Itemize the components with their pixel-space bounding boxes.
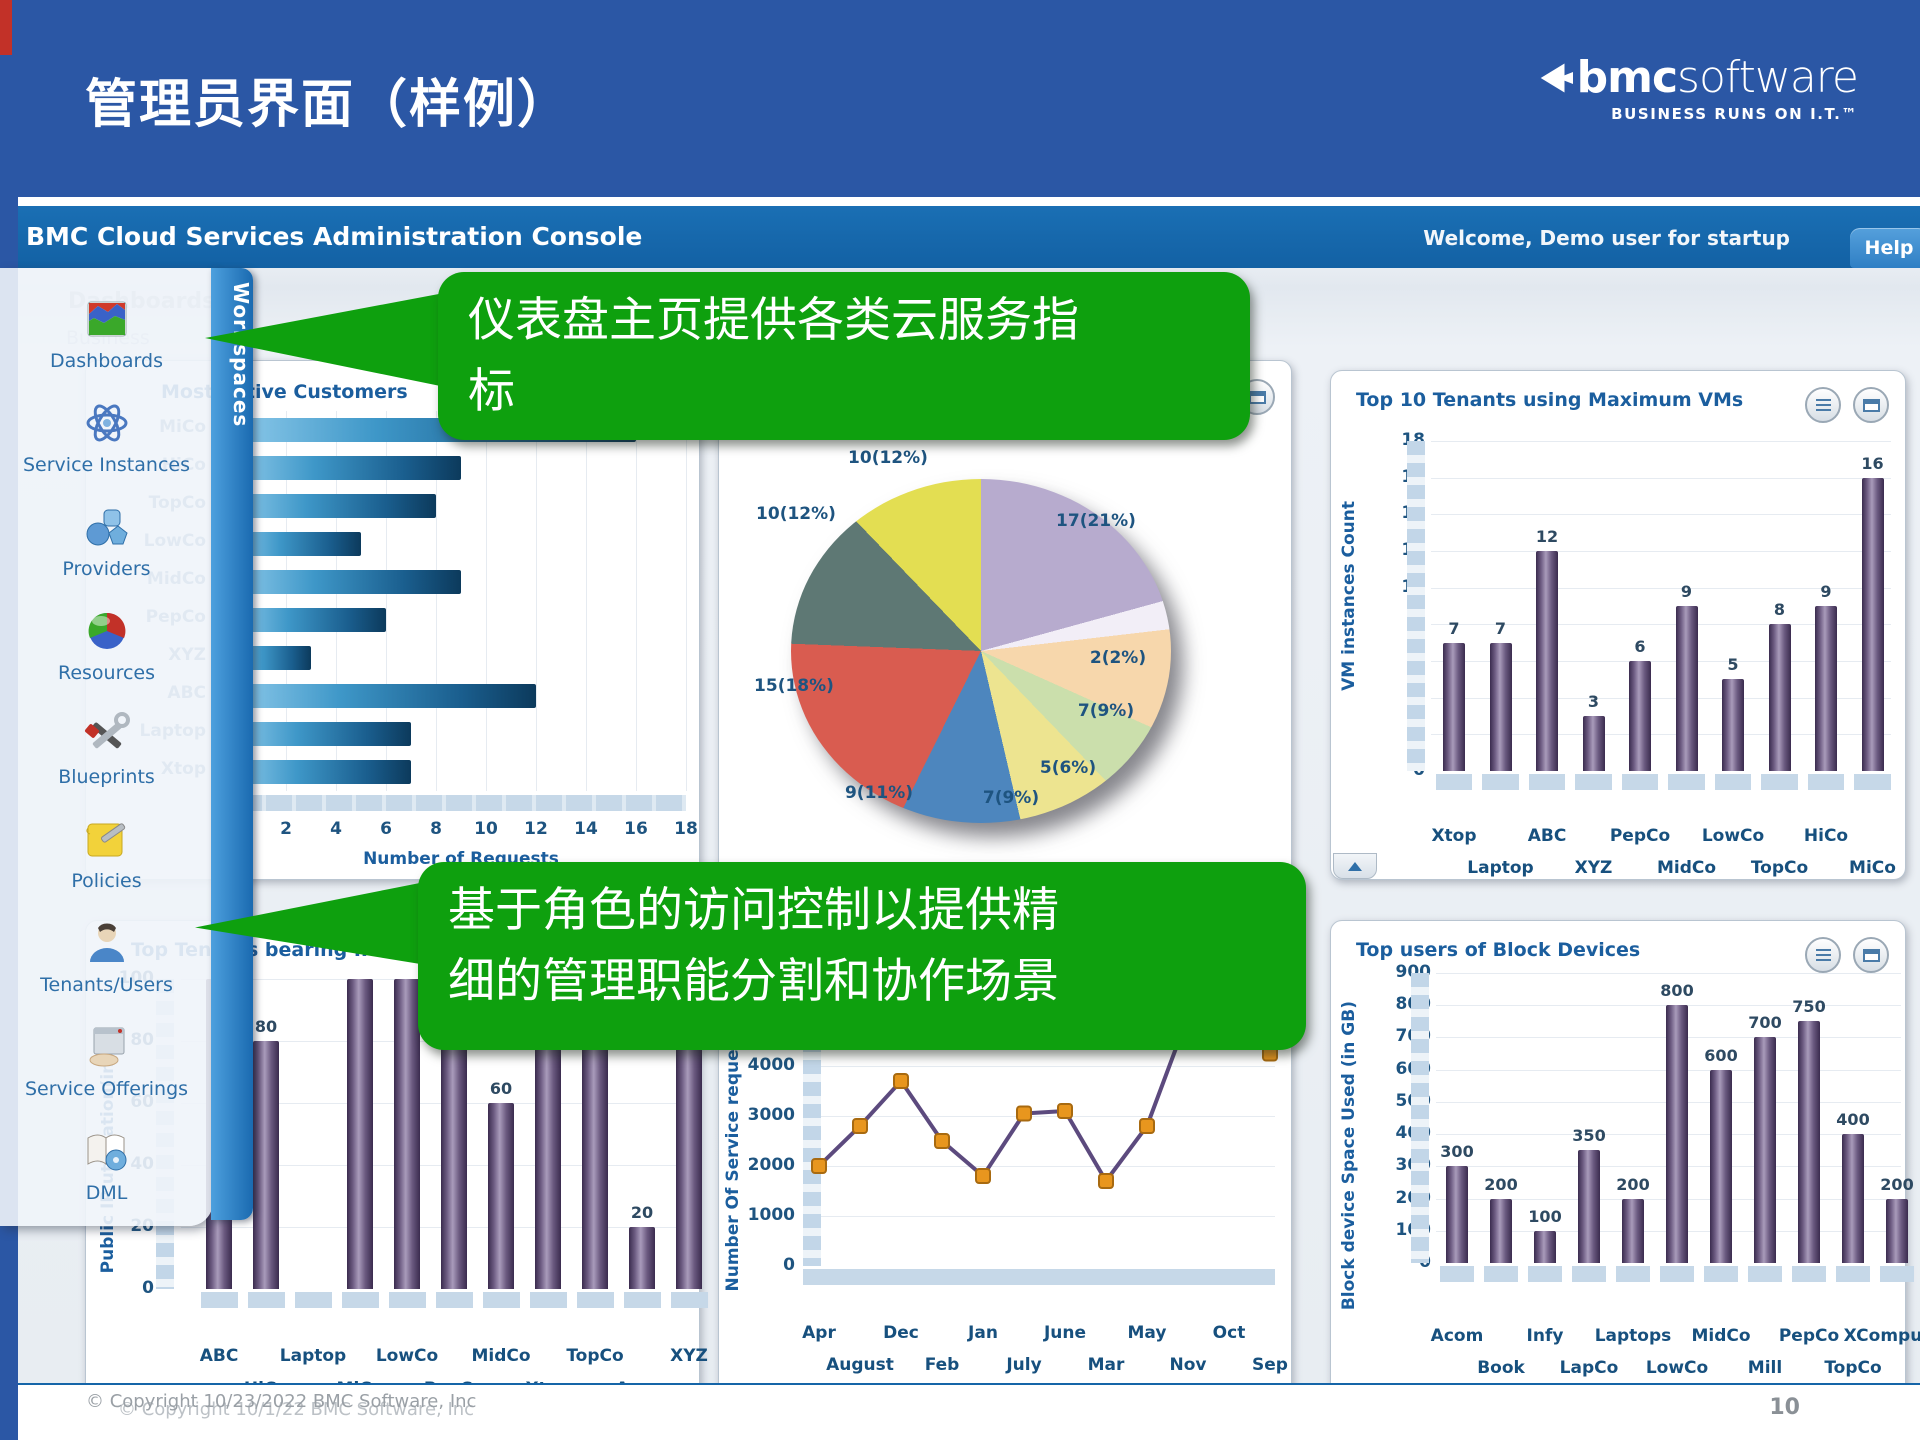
pie-slice-label: 10(12%) — [756, 504, 836, 524]
sidebar-item-blueprints[interactable]: Blueprints — [0, 698, 213, 802]
bmc-chevron-icon — [1540, 63, 1573, 92]
panel-title-block-devices: Top users of Block Devices — [1356, 939, 1641, 961]
sidebar-item-dashboards[interactable]: Dashboards — [0, 282, 213, 386]
welcome-text: Welcome, Demo user for startup — [1423, 226, 1790, 250]
list-view-icon[interactable] — [1805, 937, 1841, 973]
panel-top10-vms: Top 10 Tenants using Maximum VMs VM inst… — [1330, 370, 1906, 880]
pie-slice-label: 5(6%) — [1039, 758, 1097, 778]
scroll-pencil-icon — [84, 816, 130, 866]
workspaces-tab[interactable]: Workspaces — [211, 268, 253, 1220]
sidebar-item-tenants-users[interactable]: Tenants/Users — [0, 906, 213, 1010]
panel-block-devices: Top users of Block Devices Block device … — [1330, 920, 1920, 1383]
sidebar-item-label: Dashboards — [50, 350, 163, 372]
page-number: 10 — [1769, 1395, 1800, 1420]
callout-rbac: 基于角色的访问控制以提供精 细的管理职能分割和协作场景 — [418, 862, 1306, 1050]
chart-block-devices: 0100200300400500600700800900300Acom200Bo… — [1395, 962, 1920, 1378]
pie-slice-label: 2(2%) — [1089, 648, 1147, 668]
panel-service-instances-pie: 17(21%) 2(2%) 7(9%) 5(6%) 7(9%) 9(11%) 15(18%)… — [718, 360, 1292, 880]
chart-top10-vms: 0246810121416187Xtop7Laptop12ABC3XYZ6Pep… — [1401, 430, 1896, 878]
sidebar-item-label: Policies — [71, 870, 142, 892]
sidebar-item-policies[interactable]: Policies — [0, 802, 213, 906]
console-top-strip — [18, 197, 1920, 206]
slide-title: 管理员界面（样例） — [85, 75, 572, 135]
sidebar-item-label: Tenants/Users — [40, 974, 173, 996]
sidebar-item-label: Resources — [57, 662, 156, 684]
logo-bmc-text: bmc — [1576, 52, 1678, 103]
pie-slice-label: 9(11%) — [844, 783, 914, 803]
list-view-icon[interactable] — [1805, 387, 1841, 423]
callout1-line1: 仪表盘主页提供各类云服务指 — [468, 293, 1079, 348]
sidebar-item-label: Providers — [62, 558, 151, 580]
shapes-icon — [84, 504, 130, 554]
sidebar-item-label: Service Offerings — [24, 1078, 189, 1100]
pie-slice-label: 17(21%) — [1056, 511, 1136, 531]
person-icon — [84, 920, 130, 970]
bmc-logo: bmc software BUSINESS RUNS ON I.T.™ — [1478, 52, 1859, 123]
sidebar-item-label: Blueprints — [58, 766, 155, 788]
red-accent-strip — [0, 0, 12, 55]
pie-slice-label: 10(12%) — [848, 448, 928, 468]
copyright-front: © Copyright 10/23/2022 BMC Software, Inc — [86, 1391, 477, 1412]
sidebar-item-providers[interactable]: Providers — [0, 490, 213, 594]
sidebar-item-label: DML — [85, 1182, 128, 1204]
sidebar-item-label: Service Instances — [23, 454, 190, 476]
sidebar-item-resources[interactable]: Resources — [0, 594, 213, 698]
maximize-icon[interactable] — [1853, 937, 1889, 973]
panel-title-top10-vms: Top 10 Tenants using Maximum VMs — [1356, 389, 1744, 411]
copyright-back: © Copyright 10/1/22 BMC Software, Inc — [118, 1399, 475, 1420]
chart-service-instances-pie: 17(21%) 2(2%) 7(9%) 5(6%) 7(9%) 9(11%) 15(18%)… — [719, 361, 1291, 879]
logo-tagline: BUSINESS RUNS ON I.T.™ — [1611, 105, 1858, 123]
callout2-line2: 细的管理职能分割和协作场景 — [448, 953, 1059, 1009]
book-cd-icon — [84, 1128, 130, 1178]
pie-slice-label: 7(9%) — [982, 788, 1040, 808]
pie-chart — [791, 479, 1171, 823]
console-header: BMC Cloud Services Administration Consol… — [18, 206, 1920, 268]
callout2-line1: 基于角色的访问控制以提供精 — [448, 883, 1059, 938]
callout1-line2: 标 — [468, 363, 515, 419]
sidebar-item-service-instances[interactable]: Service Instances — [0, 386, 213, 490]
sidebar-item-dml[interactable]: DML — [0, 1114, 213, 1218]
window-hand-icon — [84, 1024, 130, 1074]
callout-dashboard-metrics: 仪表盘主页提供各类云服务指 标 — [438, 272, 1250, 440]
console-app-title: BMC Cloud Services Administration Consol… — [26, 222, 643, 251]
tools-icon — [84, 712, 130, 762]
pie-slice-label: 15(18%) — [754, 676, 834, 696]
pie-sphere-icon — [84, 608, 130, 658]
logo-software-text: software — [1677, 52, 1859, 103]
maximize-icon[interactable] — [1853, 387, 1889, 423]
dashboards-icon — [84, 296, 130, 346]
footer: © Copyright 10/1/22 BMC Software, Inc © … — [18, 1383, 1920, 1440]
pie-slice-label: 7(9%) — [1077, 701, 1135, 721]
scroll-up-tab[interactable] — [1333, 853, 1377, 879]
atom-icon — [84, 400, 130, 450]
sidebar-item-service-offerings[interactable]: Service Offerings — [0, 1010, 213, 1114]
sidebar: Dashboards Service Instances Providers Reso… — [0, 268, 213, 1226]
help-button[interactable]: Help — [1850, 228, 1920, 268]
